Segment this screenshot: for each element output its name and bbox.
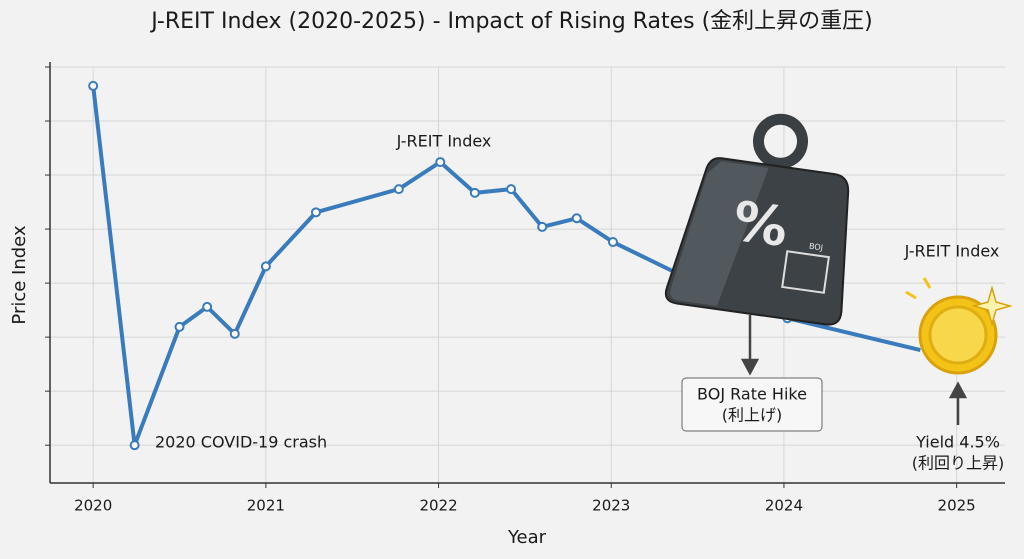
arrows — [740, 315, 968, 425]
coin-icon — [905, 277, 1013, 375]
annotation: J-REIT Index — [396, 132, 492, 151]
x-tick-label: 2025 — [938, 497, 976, 515]
icon-labels: % BOJ — [729, 189, 823, 259]
marker — [229, 328, 240, 339]
weight-icon — [664, 113, 850, 326]
chart-title: J-REIT Index (2020-2025) - Impact of Ris… — [149, 9, 873, 34]
marker — [537, 221, 548, 232]
marker — [571, 213, 582, 224]
marker — [393, 184, 404, 195]
marker — [435, 157, 446, 168]
marker — [469, 187, 480, 198]
marker — [310, 207, 321, 218]
annotation: J-REIT Index — [904, 242, 1000, 261]
grid: 2020 2021 2022 2023 2024 2025 — [45, 62, 1005, 515]
marker — [129, 440, 140, 451]
marker — [260, 261, 271, 272]
marker — [88, 80, 99, 91]
annotation: (利上げ) — [722, 406, 783, 425]
x-tick-label: 2022 — [419, 497, 457, 515]
marker — [202, 301, 213, 312]
annotation-box — [681, 377, 823, 432]
annotation: Yield 4.5% — [915, 433, 1000, 452]
x-axis-label: Year — [507, 527, 547, 548]
marker — [607, 237, 618, 248]
annotations: J-REIT Index 2020 COVID-19 crash BOJ Rate … — [155, 132, 1004, 473]
marker — [174, 321, 185, 332]
marker — [506, 184, 517, 195]
annotation: 2020 COVID-19 crash — [155, 433, 327, 452]
annotation: BOJ Rate Hike — [697, 385, 807, 404]
badge-label: BOJ — [808, 242, 823, 253]
y-axis-label: Price Index — [9, 225, 30, 325]
weight-label: % — [729, 189, 791, 259]
x-tick-label: 2021 — [247, 497, 285, 515]
x-tick-label: 2023 — [592, 497, 630, 515]
x-tick-label: 2020 — [74, 497, 112, 515]
x-tick-label: 2024 — [765, 497, 803, 515]
annotation: (利回り上昇) — [912, 454, 1005, 473]
